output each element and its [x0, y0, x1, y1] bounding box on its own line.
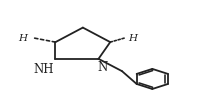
Text: N: N — [97, 61, 108, 73]
Text: H: H — [128, 34, 137, 43]
Text: H: H — [18, 34, 27, 43]
Text: NH: NH — [33, 63, 54, 76]
